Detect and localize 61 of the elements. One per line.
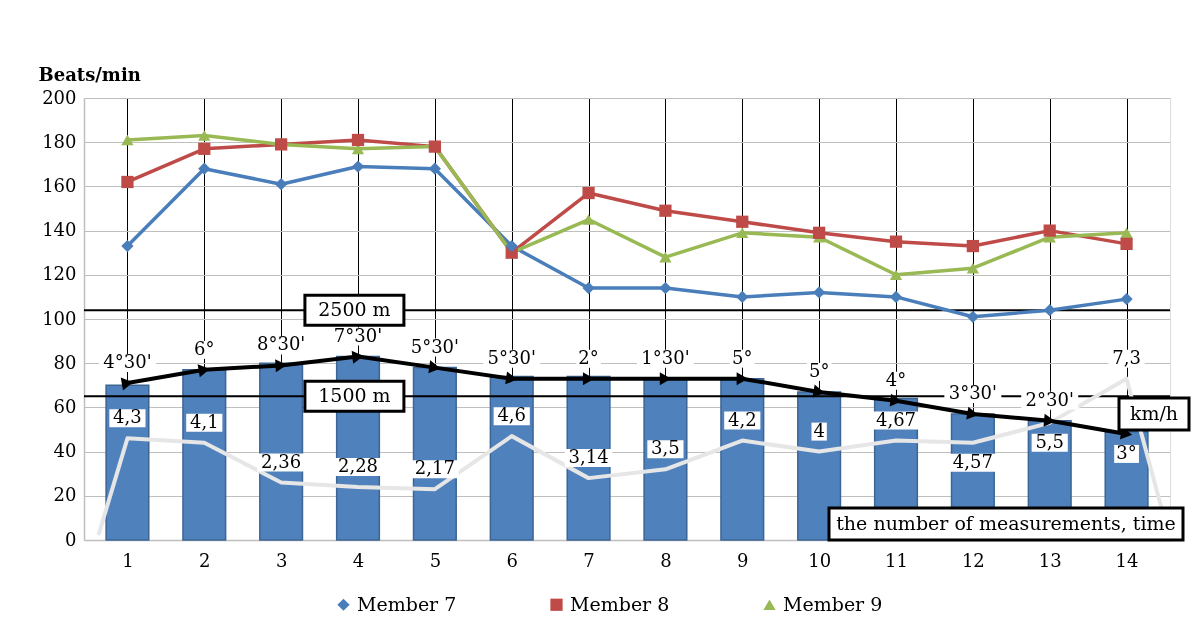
x-tick-label: 12 <box>961 549 985 571</box>
x-tick-label: 3 <box>275 549 288 571</box>
x-tick-label: 4 <box>352 549 365 571</box>
annotation: 5° <box>732 346 753 368</box>
annotation: 3,5 <box>651 437 680 459</box>
x-tick-label: 5 <box>429 549 442 571</box>
annotation: km/h <box>1129 402 1179 424</box>
annotation: 5° <box>808 359 830 381</box>
legend-label: Member 7 <box>357 592 457 615</box>
y-tick-label: 60 <box>53 395 77 417</box>
x-tick-label: 2 <box>199 549 211 571</box>
x-tick-label: 10 <box>808 549 832 571</box>
y-axis-title: Beats/min <box>38 63 141 85</box>
x-tick-label: 8 <box>660 549 672 571</box>
x-tick-label: 14 <box>1115 549 1139 571</box>
annotation: 1°30' <box>641 346 690 368</box>
x-axis-title: the number of measurements, time <box>836 512 1176 534</box>
annotation: 7°30' <box>333 324 383 346</box>
annotation: 2°30' <box>1025 388 1074 410</box>
annotation: 2,17 <box>414 457 455 479</box>
x-tick-label: 11 <box>885 549 908 571</box>
x-tick-label: 6 <box>506 549 518 571</box>
y-tick-label: 120 <box>42 263 77 285</box>
annotation: 5°30' <box>487 346 536 368</box>
x-tick-label: 9 <box>737 549 749 571</box>
annotation: 4,2 <box>727 408 757 430</box>
annotation: 4,57 <box>952 450 993 472</box>
y-tick-label: 200 <box>42 86 77 108</box>
annotation: 4,1 <box>189 410 219 432</box>
annotation: 4,6 <box>497 404 527 426</box>
legend-label: Member 9 <box>783 592 883 615</box>
x-tick-label: 7 <box>583 549 595 571</box>
annotation: 2,36 <box>261 450 302 472</box>
annotation: 4,3 <box>113 406 142 428</box>
annotation: 3° <box>1116 441 1137 463</box>
annotation: 3,14 <box>568 446 609 468</box>
annotation: 6° <box>194 337 215 359</box>
annotation: 7,3 <box>1112 346 1141 368</box>
annotation: 8°30' <box>256 333 306 355</box>
annotation: 2° <box>578 346 599 368</box>
annotation: 4° <box>885 368 907 390</box>
y-tick-label: 160 <box>42 174 77 196</box>
annotation: 5°30' <box>410 335 460 357</box>
y-tick-label: 100 <box>42 307 77 329</box>
annotation: 4,67 <box>875 408 917 430</box>
y-tick-label: 20 <box>53 484 77 506</box>
annotation: 4°30' <box>103 351 152 373</box>
x-tick-label: 1 <box>122 549 134 571</box>
x-tick-label: 13 <box>1038 549 1062 571</box>
ref-line-label: 1500 m <box>318 384 391 407</box>
y-tick-label: 80 <box>53 351 77 373</box>
y-tick-label: 140 <box>42 219 77 241</box>
y-tick-label: 40 <box>53 440 77 462</box>
annotation: 2,28 <box>337 454 379 476</box>
ref-line-label: 2500 m <box>318 298 391 321</box>
legend-label: Member 8 <box>570 592 670 615</box>
annotation: 4 <box>813 419 825 441</box>
annotation: 5,5 <box>1035 430 1065 452</box>
y-tick-label: 0 <box>65 528 77 550</box>
y-tick-label: 180 <box>42 130 77 152</box>
annotation: 3°30' <box>948 382 998 404</box>
